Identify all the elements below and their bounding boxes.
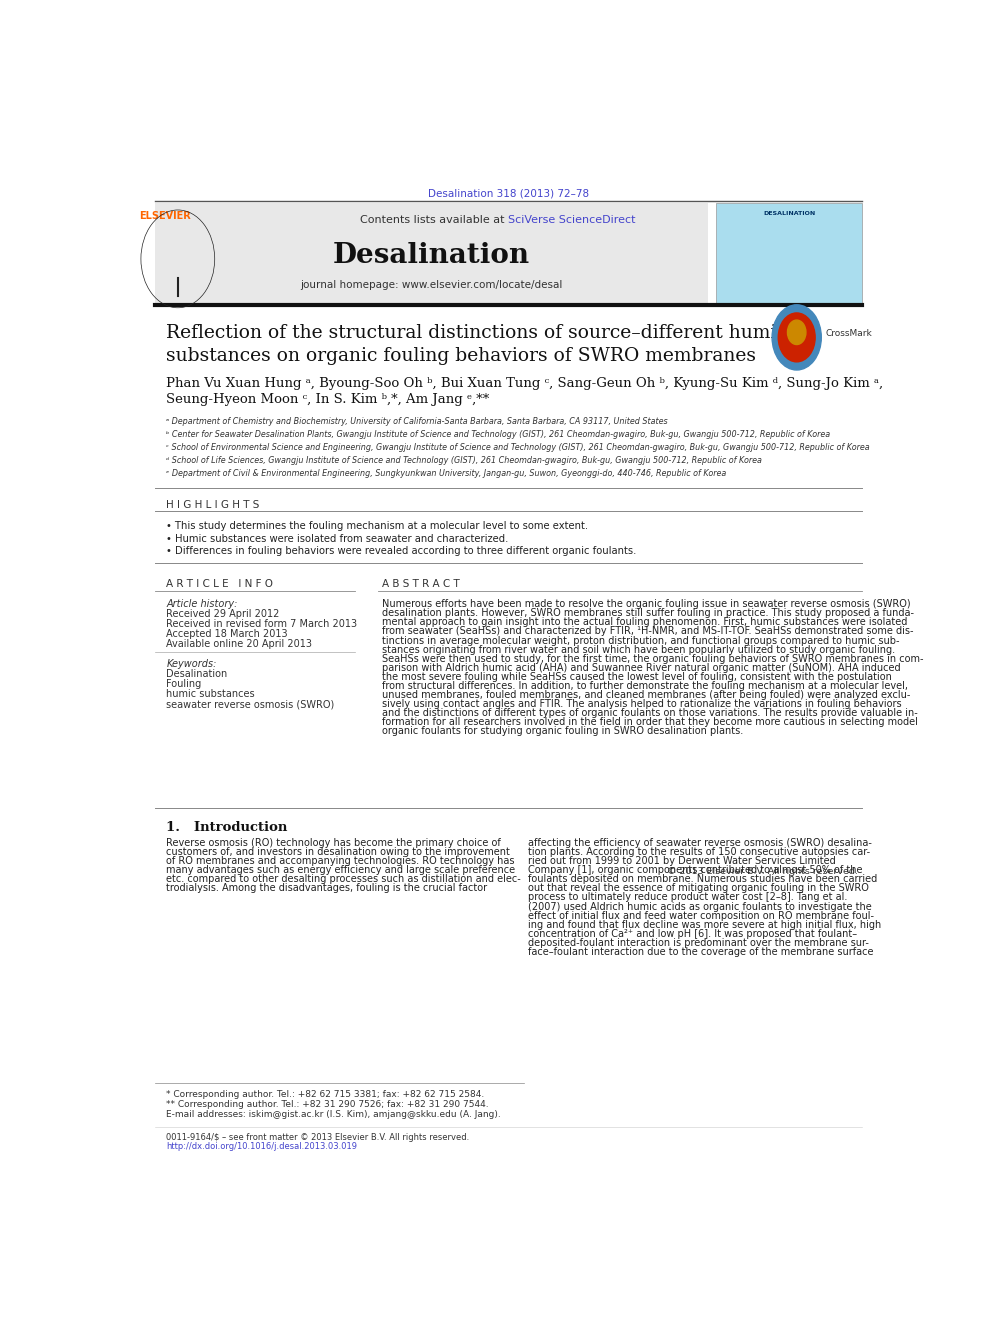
Text: Keywords:: Keywords: — [167, 659, 216, 669]
Text: sively using contact angles and FTIR. The analysis helped to rationalize the var: sively using contact angles and FTIR. Th… — [382, 699, 901, 709]
Circle shape — [779, 314, 815, 363]
Text: 0011-9164/$ – see front matter © 2013 Elsevier B.V. All rights reserved.: 0011-9164/$ – see front matter © 2013 El… — [167, 1132, 469, 1142]
Text: customers of, and investors in desalination owing to the improvement: customers of, and investors in desalinat… — [167, 847, 510, 857]
Text: trodialysis. Among the disadvantages, fouling is the crucial factor: trodialysis. Among the disadvantages, fo… — [167, 884, 487, 893]
Text: Desalination 318 (2013) 72–78: Desalination 318 (2013) 72–78 — [428, 188, 589, 198]
Text: formation for all researchers involved in the field in order that they become mo: formation for all researchers involved i… — [382, 717, 918, 728]
Text: parison with Aldrich humic acid (AHA) and Suwannee River natural organic matter : parison with Aldrich humic acid (AHA) an… — [382, 663, 900, 673]
Text: desalination plants. However, SWRO membranes still suffer fouling in practice. T: desalination plants. However, SWRO membr… — [382, 609, 914, 618]
Text: ᵃ Department of Chemistry and Biochemistry, University of California-Santa Barba: ᵃ Department of Chemistry and Biochemist… — [167, 417, 668, 426]
Text: mental approach to gain insight into the actual fouling phenomenon. First, humic: mental approach to gain insight into the… — [382, 618, 907, 627]
FancyBboxPatch shape — [716, 202, 862, 303]
Text: • Differences in fouling behaviors were revealed according to three different or: • Differences in fouling behaviors were … — [167, 546, 637, 556]
Text: ᶜ School of Environmental Science and Engineering, Gwangju Institute of Science : ᶜ School of Environmental Science and En… — [167, 443, 870, 452]
Circle shape — [772, 304, 821, 370]
Text: deposited-foulant interaction is predominant over the membrane sur-: deposited-foulant interaction is predomi… — [528, 938, 868, 947]
Text: the most severe fouling while SeaHSs caused the lowest level of fouling, consist: the most severe fouling while SeaHSs cau… — [382, 672, 892, 681]
Text: foulants deposited on membrane. Numerous studies have been carried: foulants deposited on membrane. Numerous… — [528, 875, 877, 884]
Text: journal homepage: www.elsevier.com/locate/desal: journal homepage: www.elsevier.com/locat… — [301, 280, 562, 291]
Text: Reflection of the structural distinctions of source–different humic: Reflection of the structural distinction… — [167, 324, 787, 343]
Text: Received 29 April 2012: Received 29 April 2012 — [167, 609, 280, 619]
Text: http://dx.doi.org/10.1016/j.desal.2013.03.019: http://dx.doi.org/10.1016/j.desal.2013.0… — [167, 1142, 357, 1151]
Text: CrossMark: CrossMark — [826, 329, 873, 337]
Circle shape — [788, 320, 806, 344]
FancyBboxPatch shape — [155, 202, 708, 303]
Text: tion plants. According to the results of 150 consecutive autopsies car-: tion plants. According to the results of… — [528, 847, 870, 857]
Text: ELSEVIER: ELSEVIER — [139, 212, 191, 221]
Text: Reverse osmosis (RO) technology has become the primary choice of: Reverse osmosis (RO) technology has beco… — [167, 837, 501, 848]
Text: © 2013 Elsevier B.V. All rights reserved.: © 2013 Elsevier B.V. All rights reserved… — [668, 867, 858, 876]
Text: ᵈ School of Life Sciences, Gwangju Institute of Science and Technology (GIST), 2: ᵈ School of Life Sciences, Gwangju Insti… — [167, 456, 762, 464]
Text: concentration of Ca²⁺ and low pH [6]. It was proposed that foulant–: concentration of Ca²⁺ and low pH [6]. It… — [528, 929, 857, 939]
Text: from seawater (SeaHSs) and characterized by FTIR, ¹H-NMR, and MS-IT-TOF. SeaHSs : from seawater (SeaHSs) and characterized… — [382, 627, 913, 636]
Text: affecting the efficiency of seawater reverse osmosis (SWRO) desalina-: affecting the efficiency of seawater rev… — [528, 837, 872, 848]
Text: (2007) used Aldrich humic acids as organic foulants to investigate the: (2007) used Aldrich humic acids as organ… — [528, 901, 871, 912]
Text: from structural differences. In addition, to further demonstrate the fouling mec: from structural differences. In addition… — [382, 681, 908, 691]
Text: Seung-Hyeon Moon ᶜ, In S. Kim ᵇ,*, Am Jang ᵉ,**: Seung-Hyeon Moon ᶜ, In S. Kim ᵇ,*, Am Ja… — [167, 393, 489, 406]
Text: A R T I C L E   I N F O: A R T I C L E I N F O — [167, 579, 273, 589]
Text: many advantages such as energy efficiency and large scale preference: many advantages such as energy efficienc… — [167, 865, 516, 875]
Text: and the distinctions of different types of organic foulants on those variations.: and the distinctions of different types … — [382, 708, 918, 718]
Text: E-mail addresses: iskim@gist.ac.kr (I.S. Kim), amjang@skku.edu (A. Jang).: E-mail addresses: iskim@gist.ac.kr (I.S.… — [167, 1110, 501, 1119]
Text: process to ultimately reduce product water cost [2–8]. Tang et al.: process to ultimately reduce product wat… — [528, 893, 847, 902]
Text: DESALINATION: DESALINATION — [763, 212, 815, 216]
Text: Desalination: Desalination — [333, 242, 530, 269]
Text: face–foulant interaction due to the coverage of the membrane surface: face–foulant interaction due to the cove… — [528, 947, 873, 957]
Text: Desalination: Desalination — [167, 669, 227, 679]
Text: • This study determines the fouling mechanism at a molecular level to some exten: • This study determines the fouling mech… — [167, 521, 588, 532]
Text: out that reveal the essence of mitigating organic fouling in the SWRO: out that reveal the essence of mitigatin… — [528, 884, 868, 893]
Text: humic substances: humic substances — [167, 689, 255, 700]
Text: stances originating from river water and soil which have been popularly utilized: stances originating from river water and… — [382, 644, 895, 655]
Text: ** Corresponding author. Tel.: +82 31 290 7526; fax: +82 31 290 7544.: ** Corresponding author. Tel.: +82 31 29… — [167, 1101, 489, 1110]
Text: seawater reverse osmosis (SWRO): seawater reverse osmosis (SWRO) — [167, 700, 334, 709]
Text: Phan Vu Xuan Hung ᵃ, Byoung-Soo Oh ᵇ, Bui Xuan Tung ᶜ, Sang-Geun Oh ᵇ, Kyung-Su : Phan Vu Xuan Hung ᵃ, Byoung-Soo Oh ᵇ, Bu… — [167, 377, 884, 390]
Text: Accepted 18 March 2013: Accepted 18 March 2013 — [167, 630, 288, 639]
Text: • Humic substances were isolated from seawater and characterized.: • Humic substances were isolated from se… — [167, 533, 509, 544]
Text: etc. compared to other desalting processes such as distillation and elec-: etc. compared to other desalting process… — [167, 875, 521, 884]
Text: Article history:: Article history: — [167, 599, 238, 609]
Text: ing and found that flux decline was more severe at high initial flux, high: ing and found that flux decline was more… — [528, 919, 881, 930]
Text: of RO membranes and accompanying technologies. RO technology has: of RO membranes and accompanying technol… — [167, 856, 515, 867]
Text: tinctions in average molecular weight, proton distribution, and functional group: tinctions in average molecular weight, p… — [382, 635, 899, 646]
Text: unused membranes, fouled membranes, and cleaned membranes (after being fouled) w: unused membranes, fouled membranes, and … — [382, 691, 910, 700]
Text: Company [1], organic components contributed to almost 50% of the: Company [1], organic components contribu… — [528, 865, 862, 875]
Text: A B S T R A C T: A B S T R A C T — [382, 579, 459, 589]
Text: Received in revised form 7 March 2013: Received in revised form 7 March 2013 — [167, 619, 357, 630]
Text: ᵉ Department of Civil & Environmental Engineering, Sungkyunkwan University, Jang: ᵉ Department of Civil & Environmental En… — [167, 470, 726, 478]
Text: ried out from 1999 to 2001 by Derwent Water Services Limited: ried out from 1999 to 2001 by Derwent Wa… — [528, 856, 835, 867]
Text: Numerous efforts have been made to resolve the organic fouling issue in seawater: Numerous efforts have been made to resol… — [382, 599, 911, 609]
Text: effect of initial flux and feed water composition on RO membrane foul-: effect of initial flux and feed water co… — [528, 910, 874, 921]
Text: SeaHSs were then used to study, for the first time, the organic fouling behavior: SeaHSs were then used to study, for the … — [382, 654, 923, 664]
Text: Fouling: Fouling — [167, 679, 201, 689]
Text: H I G H L I G H T S: H I G H L I G H T S — [167, 500, 260, 509]
Text: Available online 20 April 2013: Available online 20 April 2013 — [167, 639, 312, 650]
Text: ᵇ Center for Seawater Desalination Plants, Gwangju Institute of Science and Tech: ᵇ Center for Seawater Desalination Plant… — [167, 430, 830, 439]
Text: * Corresponding author. Tel.: +82 62 715 3381; fax: +82 62 715 2584.: * Corresponding author. Tel.: +82 62 715… — [167, 1090, 484, 1099]
Text: Contents lists available at: Contents lists available at — [360, 214, 509, 225]
Text: 1.   Introduction: 1. Introduction — [167, 822, 288, 833]
Text: SciVerse ScienceDirect: SciVerse ScienceDirect — [509, 214, 636, 225]
Text: substances on organic fouling behaviors of SWRO membranes: substances on organic fouling behaviors … — [167, 347, 756, 365]
Text: organic foulants for studying organic fouling in SWRO desalination plants.: organic foulants for studying organic fo… — [382, 726, 743, 737]
